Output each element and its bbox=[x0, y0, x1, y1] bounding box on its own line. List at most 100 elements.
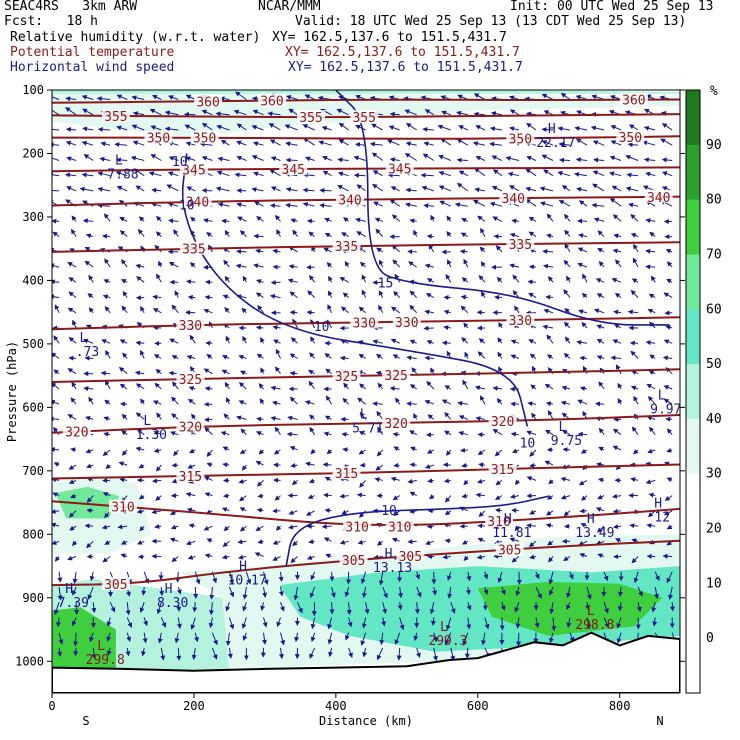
wind-arrow bbox=[186, 354, 196, 360]
wind-arrow bbox=[442, 554, 451, 560]
wind-arrow bbox=[660, 138, 673, 146]
wind-arrow bbox=[100, 141, 111, 147]
wind-arrow bbox=[329, 602, 335, 615]
wind-arrow bbox=[337, 185, 349, 192]
wind-arrow bbox=[612, 214, 622, 222]
wind-arrow bbox=[256, 507, 264, 513]
wind-arrow bbox=[512, 290, 520, 298]
wind-arrow bbox=[423, 325, 434, 331]
colorbar-tick-label: 10 bbox=[706, 576, 722, 591]
wind-arrow bbox=[458, 430, 468, 436]
wind-arrow bbox=[581, 321, 588, 329]
wind-arrow bbox=[121, 305, 128, 314]
wind-arrow bbox=[329, 571, 335, 582]
wind-arrow bbox=[122, 352, 128, 359]
wind-arrow bbox=[497, 351, 503, 359]
wind-arrow bbox=[578, 309, 588, 315]
wind-arrow bbox=[270, 415, 281, 421]
wind-arrow bbox=[81, 172, 94, 178]
wind-arrow bbox=[138, 463, 145, 469]
wind-extremum-type: H bbox=[385, 547, 393, 562]
wind-arrow bbox=[578, 233, 588, 239]
wind-arrow bbox=[463, 322, 469, 329]
wind-arrow bbox=[575, 94, 588, 100]
theta-extremum-type: L bbox=[440, 620, 448, 635]
colorbar-bin bbox=[686, 418, 700, 475]
wind-arrow bbox=[478, 510, 486, 518]
wind-arrow bbox=[613, 309, 622, 315]
wind-arrow bbox=[492, 216, 503, 222]
wind-arrow bbox=[356, 492, 366, 498]
wind-arrow bbox=[66, 156, 77, 162]
wind-arrow bbox=[477, 523, 485, 529]
wind-arrow bbox=[186, 507, 196, 513]
wind-arrow bbox=[343, 382, 349, 390]
wind-arrow bbox=[151, 202, 162, 208]
wind-arrow bbox=[495, 495, 503, 501]
wind-arrow bbox=[104, 379, 111, 390]
wind-arrow bbox=[274, 366, 281, 375]
wind-arrow bbox=[269, 294, 281, 299]
wind-arrow bbox=[511, 556, 520, 563]
wind-arrow bbox=[529, 554, 537, 560]
wind-arrow bbox=[441, 110, 451, 116]
wind-arrow bbox=[649, 231, 656, 237]
wind-arrow bbox=[270, 385, 281, 391]
wind-arrow bbox=[152, 478, 162, 484]
wind-arrow bbox=[114, 142, 128, 148]
wind-arrow bbox=[290, 556, 298, 564]
wind-arrow bbox=[631, 538, 639, 544]
wind-arrow bbox=[86, 508, 94, 514]
wind-arrow bbox=[577, 218, 588, 224]
theta-label: 335 bbox=[509, 238, 532, 253]
wind-arrow bbox=[292, 540, 298, 547]
wind-arrow bbox=[479, 246, 486, 253]
wind-arrow bbox=[148, 171, 162, 177]
wind-arrow bbox=[387, 172, 400, 178]
wind-arrow bbox=[516, 571, 522, 585]
wind-arrow bbox=[308, 539, 315, 545]
wind-arrow bbox=[561, 385, 571, 391]
wind-arrow bbox=[665, 325, 673, 330]
x-tick-label: 800 bbox=[609, 699, 631, 713]
wind-arrow bbox=[420, 172, 434, 178]
wind-arrow bbox=[477, 215, 486, 222]
wind-arrow bbox=[378, 571, 384, 586]
wind-arrow bbox=[525, 186, 537, 192]
x-axis-label: Distance (km) bbox=[319, 714, 413, 728]
wind-arrow bbox=[288, 264, 298, 270]
wind-arrow bbox=[464, 351, 470, 359]
wind-extremum-value: 13.13 bbox=[373, 561, 412, 576]
wind-arrow bbox=[371, 123, 383, 131]
wind-arrow bbox=[306, 310, 315, 315]
wind-arrow bbox=[239, 525, 247, 532]
wind-arrow bbox=[372, 339, 383, 345]
wind-arrow bbox=[483, 571, 489, 580]
wind-arrow bbox=[252, 109, 264, 116]
wind-arrow bbox=[407, 249, 417, 255]
wind-arrow bbox=[260, 367, 265, 374]
wind-arrow bbox=[598, 261, 605, 268]
wind-arrow bbox=[579, 553, 588, 558]
wind-arrow bbox=[326, 319, 333, 329]
wind-arrow bbox=[273, 339, 281, 345]
wind-arrow bbox=[462, 379, 469, 390]
wind-arrow bbox=[560, 494, 571, 500]
wind-arrow bbox=[391, 537, 400, 543]
wind-arrow bbox=[170, 524, 179, 530]
wind-arrow bbox=[392, 259, 401, 268]
wind-arrow bbox=[424, 464, 434, 469]
wind-arrow bbox=[117, 524, 128, 530]
wind-arrow bbox=[562, 447, 571, 453]
wind-arrow bbox=[290, 218, 298, 224]
theta-label: 325 bbox=[335, 370, 358, 385]
wind-arrow bbox=[70, 228, 77, 237]
colorbar-bin bbox=[686, 638, 700, 694]
theta-label: 330 bbox=[509, 314, 532, 329]
wind-arrow bbox=[118, 461, 128, 467]
wind-arrow bbox=[545, 429, 554, 436]
wind-arrow bbox=[525, 168, 537, 177]
wind-arrow bbox=[375, 228, 384, 237]
wind-arrow bbox=[57, 571, 63, 583]
wind-arrow bbox=[319, 202, 332, 208]
